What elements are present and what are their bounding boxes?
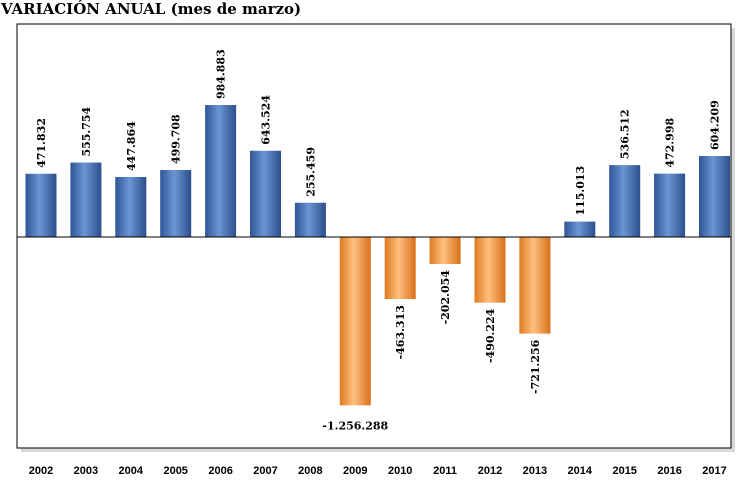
bar-2008 xyxy=(294,202,326,237)
x-tick-2015: 2015 xyxy=(612,465,636,477)
bar-2009 xyxy=(339,237,371,406)
x-tick-2013: 2013 xyxy=(523,465,547,477)
bar-2012 xyxy=(474,237,506,303)
data-label-2008: 255.459 xyxy=(304,147,317,197)
data-label-2009: -1.256.288 xyxy=(322,419,388,432)
data-label-2004: 447.864 xyxy=(125,121,138,171)
x-tick-2011: 2011 xyxy=(433,465,457,477)
x-tick-2014: 2014 xyxy=(568,465,593,477)
x-tick-2003: 2003 xyxy=(74,465,98,477)
x-tick-2012: 2012 xyxy=(478,465,502,477)
bar-2016 xyxy=(654,173,686,237)
bar-2002 xyxy=(25,173,57,237)
bar-2003 xyxy=(70,162,102,237)
bar-2013 xyxy=(519,237,551,334)
data-label-2012: -490.224 xyxy=(484,308,497,363)
x-tick-2016: 2016 xyxy=(657,465,681,477)
data-label-2016: 472.998 xyxy=(664,118,677,168)
x-tick-2008: 2008 xyxy=(298,465,322,477)
data-label-2002: 471.832 xyxy=(35,118,48,168)
data-label-2014: 115.013 xyxy=(574,166,587,216)
bar-2017 xyxy=(699,156,730,237)
bar-2007 xyxy=(250,150,281,237)
chart-title: VARIACIÓN ANUAL (mes de marzo) xyxy=(1,0,302,18)
x-tick-2009: 2009 xyxy=(343,465,367,477)
x-tick-2005: 2005 xyxy=(163,465,187,477)
data-label-2013: -721.256 xyxy=(529,339,542,394)
data-label-2010: -463.313 xyxy=(394,305,407,359)
bar-2004 xyxy=(115,176,147,237)
bar-2010 xyxy=(384,237,416,300)
x-tick-2002: 2002 xyxy=(29,465,53,477)
x-tick-2017: 2017 xyxy=(702,465,726,477)
x-tick-2004: 2004 xyxy=(119,465,144,477)
x-tick-2006: 2006 xyxy=(208,465,232,477)
bar-2005 xyxy=(160,170,192,237)
data-label-2005: 499.708 xyxy=(170,114,183,164)
bar-2011 xyxy=(429,237,461,265)
bar-2015 xyxy=(609,165,641,237)
data-label-2015: 536.512 xyxy=(619,109,632,159)
data-label-2003: 555.754 xyxy=(80,106,93,156)
data-label-2011: -202.054 xyxy=(439,270,452,325)
x-tick-2007: 2007 xyxy=(253,465,277,477)
bar-2014 xyxy=(564,221,596,237)
x-tick-2010: 2010 xyxy=(388,465,412,477)
data-label-2006: 984.883 xyxy=(215,49,228,99)
data-label-2007: 643.524 xyxy=(260,95,273,145)
data-label-2017: 604.209 xyxy=(709,100,722,150)
bar-2006 xyxy=(205,105,237,237)
